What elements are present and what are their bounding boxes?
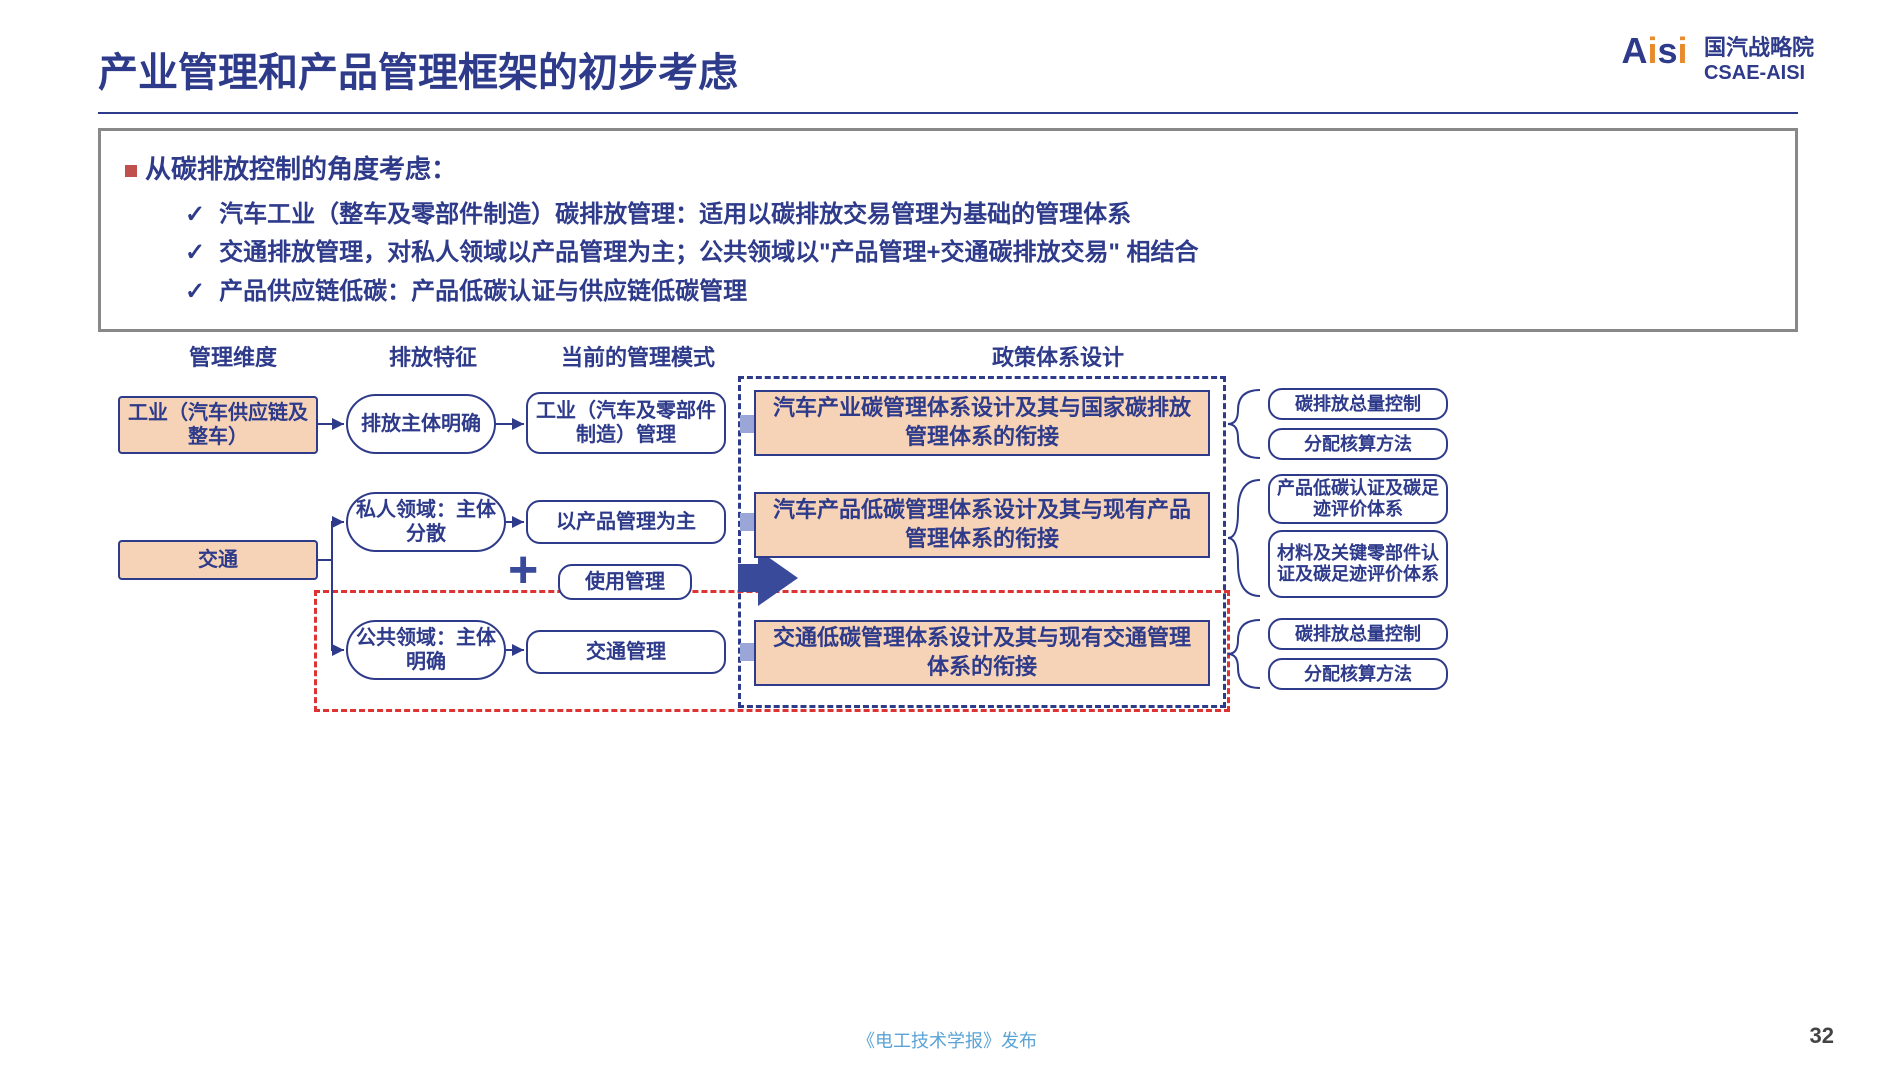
page-title: 产业管理和产品管理框架的初步考虑 bbox=[98, 40, 1798, 114]
plus-icon: + bbox=[508, 540, 538, 600]
col-header: 当前的管理模式 bbox=[538, 340, 738, 372]
mode-product-box: 以产品管理为主 bbox=[526, 500, 726, 544]
right-box: 碳排放总量控制 bbox=[1268, 618, 1448, 650]
right-box: 产品低碳认证及碳足迹评价体系 bbox=[1268, 474, 1448, 524]
feat-clear-oval: 排放主体明确 bbox=[346, 394, 496, 454]
mode-use-box: 使用管理 bbox=[558, 564, 692, 600]
footer-publisher: 《电工技术学报》发布 bbox=[857, 1027, 1037, 1053]
policy-product-box: 汽车产品低碳管理体系设计及其与现有产品管理体系的衔接 bbox=[754, 492, 1210, 558]
col-header: 管理维度 bbox=[158, 340, 308, 372]
dim-industry-box: 工业（汽车供应链及整车） bbox=[118, 396, 318, 454]
right-box: 分配核算方法 bbox=[1268, 658, 1448, 690]
dim-transport-box: 交通 bbox=[118, 540, 318, 580]
feat-public-oval: 公共领域：主体明确 bbox=[346, 620, 506, 680]
bracket-icon bbox=[1226, 388, 1262, 460]
right-box: 分配核算方法 bbox=[1268, 428, 1448, 460]
mode-transport-box: 交通管理 bbox=[526, 630, 726, 674]
feat-private-oval: 私人领域：主体分散 bbox=[346, 492, 506, 552]
arrow-big-icon bbox=[758, 550, 798, 606]
summary-box: 从碳排放控制的角度考虑： 汽车工业（整车及零部件制造）碳排放管理：适用以碳排放交… bbox=[98, 128, 1798, 332]
right-box: 材料及关键零部件认证及碳足迹评价体系 bbox=[1268, 530, 1448, 598]
bracket-icon bbox=[1226, 478, 1262, 598]
col-header: 政策体系设计 bbox=[948, 340, 1168, 372]
mode-industry-box: 工业（汽车及零部件制造）管理 bbox=[526, 392, 726, 454]
summary-item: 汽车工业（整车及零部件制造）碳排放管理：适用以碳排放交易管理为基础的管理体系 bbox=[185, 196, 1771, 234]
header: 产业管理和产品管理框架的初步考虑 bbox=[98, 40, 1834, 114]
bracket-icon bbox=[1226, 618, 1262, 690]
summary-item: 产品供应链低碳：产品低碳认证与供应链低碳管理 bbox=[185, 273, 1771, 311]
page-number: 32 bbox=[1810, 1023, 1834, 1049]
summary-head: 从碳排放控制的角度考虑： bbox=[125, 149, 1771, 186]
diagram-area: 管理维度 排放特征 当前的管理模式 政策体系设计 工业（汽车供应链及整车） 交通… bbox=[98, 340, 1798, 384]
policy-industry-box: 汽车产业碳管理体系设计及其与国家碳排放管理体系的衔接 bbox=[754, 390, 1210, 456]
policy-transport-box: 交通低碳管理体系设计及其与现有交通管理体系的衔接 bbox=[754, 620, 1210, 686]
summary-item: 交通排放管理，对私人领域以产品管理为主；公共领域以"产品管理+交通碳排放交易" … bbox=[185, 234, 1771, 272]
col-header: 排放特征 bbox=[358, 340, 508, 372]
right-box: 碳排放总量控制 bbox=[1268, 388, 1448, 420]
